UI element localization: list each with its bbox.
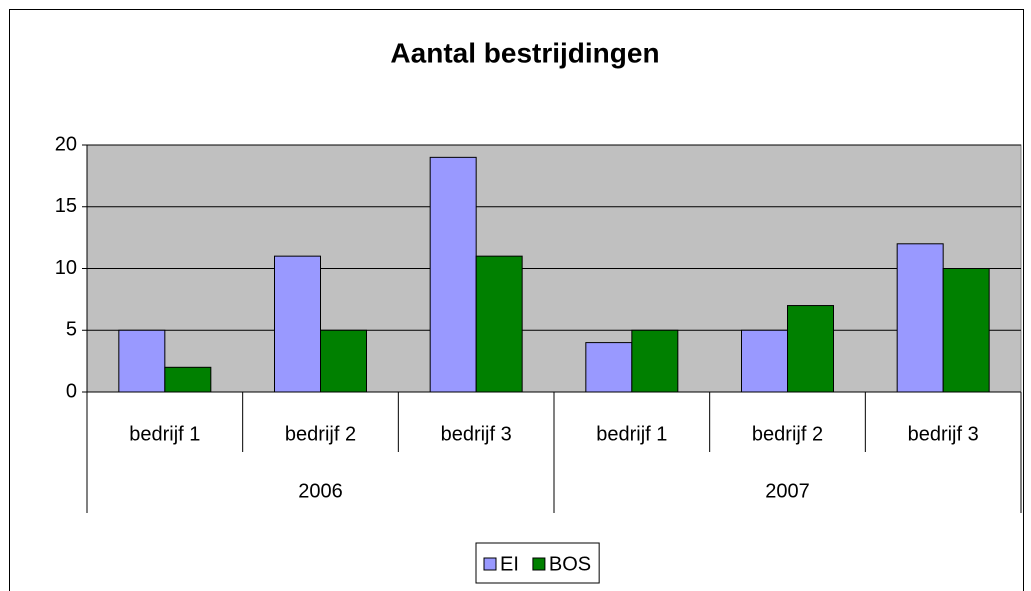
legend-label: EI — [500, 553, 519, 575]
y-tick-label: 10 — [55, 257, 77, 279]
bar — [475, 255, 523, 393]
bar — [942, 268, 990, 393]
bar — [118, 329, 166, 393]
x-tick-label: bedrijf 2 — [752, 423, 823, 445]
bar — [631, 329, 679, 393]
group-label: 2007 — [765, 480, 810, 502]
chart-title: Aantal bestrijdingen — [390, 37, 659, 68]
bar — [585, 342, 633, 393]
bar — [741, 329, 788, 393]
bar — [274, 255, 321, 393]
bar — [164, 366, 212, 393]
legend-label: BOS — [549, 553, 591, 575]
legend-swatch — [483, 557, 497, 571]
x-tick-label: bedrijf 1 — [129, 423, 200, 445]
y-tick-label: 5 — [66, 319, 77, 341]
bar — [896, 243, 944, 393]
x-tick-label: bedrijf 3 — [441, 423, 512, 445]
y-tick-label: 20 — [55, 133, 77, 155]
bar — [429, 156, 477, 393]
legend-swatch — [532, 557, 546, 571]
x-tick-label: bedrijf 2 — [285, 423, 356, 445]
x-tick-label: bedrijf 1 — [596, 423, 667, 445]
bar — [320, 329, 367, 393]
bar — [787, 305, 834, 393]
x-tick-label: bedrijf 3 — [908, 423, 979, 445]
y-tick-label: 15 — [55, 195, 77, 217]
group-label: 2006 — [298, 480, 343, 502]
y-tick-label: 0 — [66, 380, 77, 402]
